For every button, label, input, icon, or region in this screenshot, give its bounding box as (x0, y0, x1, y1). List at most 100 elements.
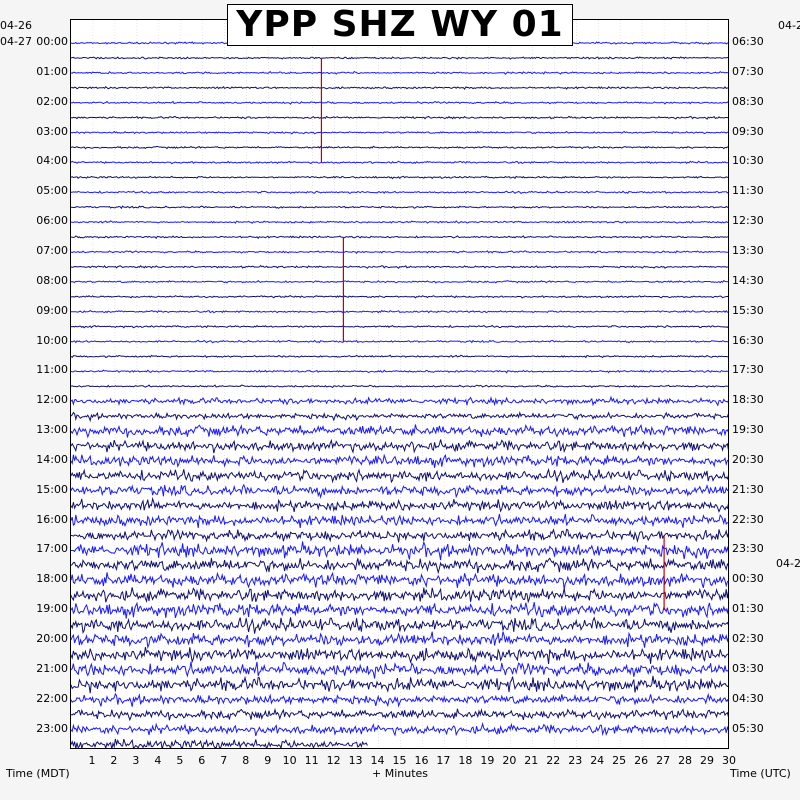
x-tick-label: 10 (282, 754, 297, 767)
seismic-trace (71, 571, 728, 590)
row-label-left: 23:00 (36, 721, 68, 735)
seismic-trace (71, 646, 728, 664)
seismic-trace (71, 145, 728, 150)
seismic-trace (71, 410, 728, 423)
row-label-left: 17:00 (36, 542, 68, 556)
seismic-trace (71, 675, 728, 694)
seismic-trace (71, 661, 728, 679)
chart-title: YPP SHZ WY 01 (227, 4, 573, 46)
seismic-trace (71, 528, 728, 543)
row-label-left: 19:00 (36, 602, 68, 616)
seismic-trace (71, 115, 728, 120)
row-label-right: 19:30 (732, 423, 764, 437)
date-label-right-mid: 04-2 (776, 557, 800, 570)
row-label-right: 13:30 (732, 243, 764, 257)
seismic-trace (71, 295, 728, 299)
seismic-trace (71, 205, 728, 210)
x-tick-label: 4 (154, 754, 162, 767)
row-label-left: 14:00 (36, 452, 68, 466)
seismic-trace (71, 220, 728, 224)
seismic-trace (71, 423, 728, 439)
row-label-left: 12:00 (36, 393, 68, 407)
x-tick-label: 6 (198, 754, 206, 767)
seismic-trace (71, 235, 728, 240)
x-tick-label: 9 (264, 754, 272, 767)
x-tick-label: 15 (392, 754, 407, 767)
seismic-trace (71, 395, 728, 407)
row-label-right: 17:30 (732, 363, 764, 377)
x-tick-label: 21 (524, 754, 539, 767)
x-tick-label: 7 (220, 754, 228, 767)
row-label-left: 18:00 (36, 572, 68, 586)
x-tick-label: 19 (480, 754, 495, 767)
date-label-start: 04-26 (0, 19, 32, 32)
row-label-left: 20:00 (36, 632, 68, 645)
seismic-trace (71, 130, 728, 135)
row-label-right: 22:30 (732, 512, 764, 526)
x-tick-label: 2 (110, 754, 118, 767)
row-label-left: 07:00 (36, 243, 68, 257)
row-label-left: 05:00 (36, 184, 68, 198)
row-label-left: 01:00 (36, 64, 68, 78)
seismic-trace (71, 707, 728, 722)
x-tick-label: 12 (326, 754, 341, 767)
row-label-right: 09:30 (732, 124, 764, 138)
seismic-trace (71, 453, 728, 468)
right-axis-title: Time (UTC) (730, 767, 791, 780)
seismic-trace (71, 496, 728, 513)
date-label-right-start: 04-2 (778, 19, 800, 32)
x-tick-label: 23 (568, 754, 583, 767)
row-label-right: 08:30 (732, 94, 764, 108)
row-label-left: 11:00 (36, 363, 68, 377)
x-tick-label: 24 (590, 754, 605, 767)
x-tick-label: 11 (304, 754, 319, 767)
row-label-right: 11:30 (732, 184, 764, 198)
x-tick-label: 28 (678, 754, 693, 767)
x-tick-label: 22 (546, 754, 561, 767)
seismic-trace (71, 587, 728, 604)
row-label-left: 08:00 (36, 273, 68, 287)
seismic-trace (71, 692, 728, 708)
row-label-left: 13:00 (36, 423, 68, 437)
row-label-left: 10:00 (36, 333, 68, 347)
x-tick-label: 20 (502, 754, 517, 767)
seismic-trace (71, 339, 728, 344)
row-label-right: 03:30 (732, 661, 764, 675)
row-label-right: 21:30 (732, 482, 764, 496)
row-label-right: 20:30 (732, 452, 764, 466)
seismic-trace (71, 540, 728, 561)
x-tick-label: 13 (348, 754, 363, 767)
seismic-trace (71, 721, 728, 737)
row-label-right: 14:30 (732, 273, 764, 287)
left-axis-title: Time (MDT) (6, 767, 70, 780)
seismic-trace (71, 250, 728, 254)
seismic-trace (71, 738, 368, 748)
x-tick-label: 17 (436, 754, 451, 767)
row-label-right: 15:30 (732, 303, 764, 317)
seismic-trace (71, 354, 728, 359)
x-tick-label: 26 (634, 754, 649, 767)
row-label-right: 00:30 (732, 572, 764, 586)
seismic-trace (71, 438, 728, 454)
row-label-left: 15:00 (36, 482, 68, 496)
seismic-trace (71, 100, 728, 105)
row-label-right: 02:30 (732, 632, 764, 645)
x-tick-label: 16 (414, 754, 429, 767)
seismic-trace (71, 56, 728, 60)
row-label-right: 10:30 (732, 154, 764, 168)
seismic-trace (71, 369, 728, 374)
x-tick-label: 25 (612, 754, 627, 767)
seismic-trace (71, 384, 728, 389)
seismic-trace (71, 616, 728, 635)
row-label-right: 05:30 (732, 721, 764, 735)
seismic-trace (71, 309, 728, 314)
seismic-trace (71, 467, 728, 484)
seismic-trace (71, 70, 728, 75)
seismic-trace (71, 483, 728, 500)
row-label-right: 04:30 (732, 691, 764, 705)
seismic-trace (71, 324, 728, 329)
row-label-left: 00:00 (36, 35, 68, 48)
seismic-trace (71, 513, 728, 528)
helicorder-plot-area (70, 19, 729, 749)
row-label-left: 03:00 (36, 124, 68, 138)
